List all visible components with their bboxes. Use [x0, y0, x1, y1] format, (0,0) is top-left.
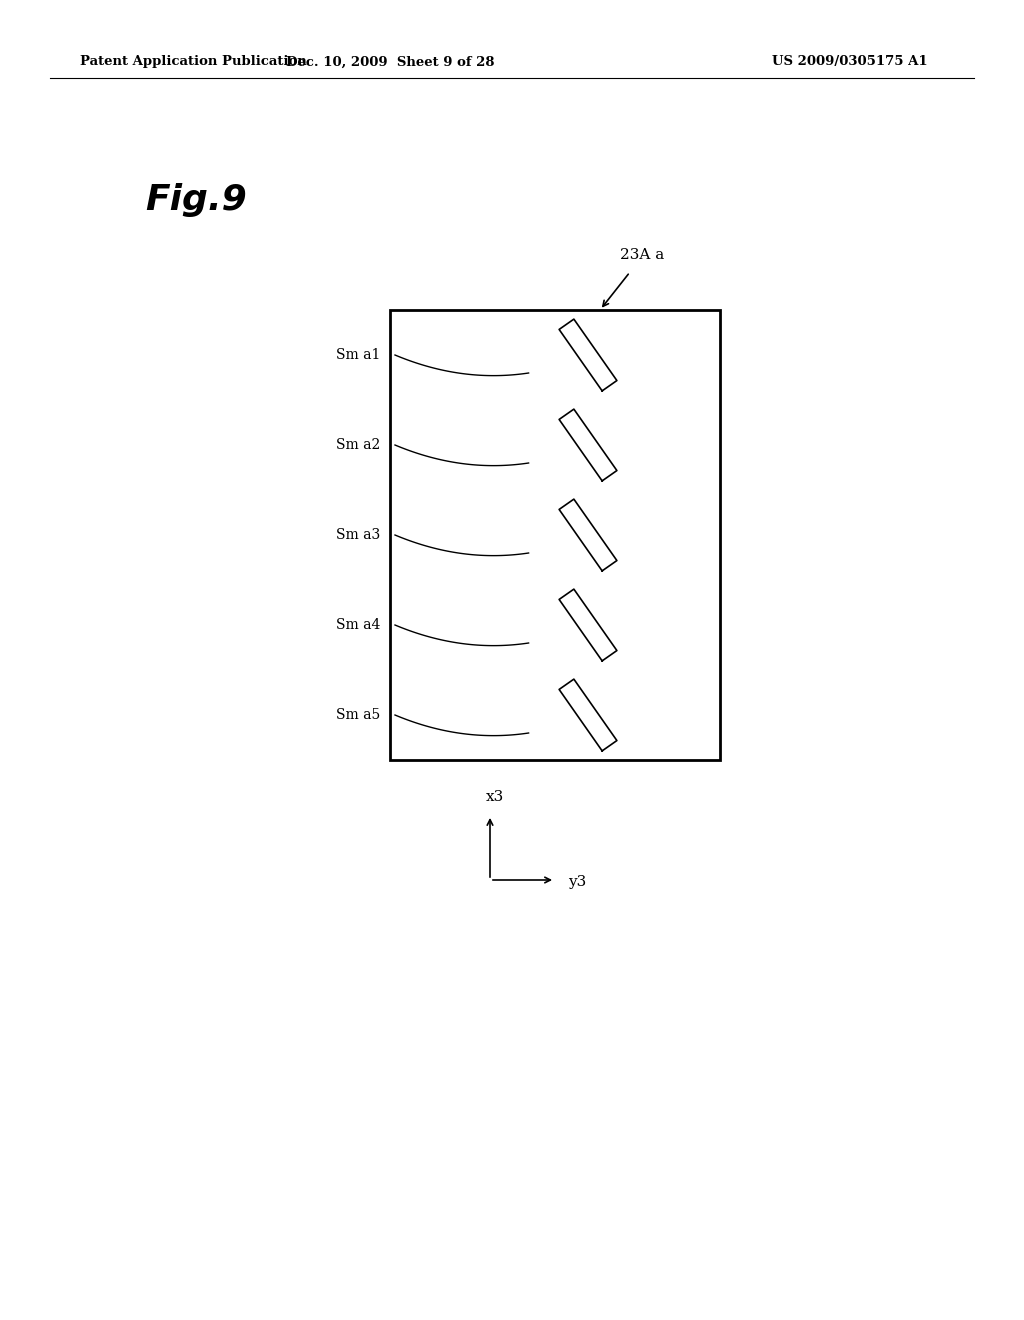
- Polygon shape: [559, 409, 616, 480]
- Polygon shape: [559, 499, 616, 570]
- Text: Dec. 10, 2009  Sheet 9 of 28: Dec. 10, 2009 Sheet 9 of 28: [286, 55, 495, 69]
- Bar: [390, 310, 720, 760]
- Text: Patent Application Publication: Patent Application Publication: [80, 55, 307, 69]
- Text: x3: x3: [485, 789, 504, 804]
- Text: Sm a1: Sm a1: [336, 348, 380, 362]
- Text: y3: y3: [568, 875, 586, 888]
- Text: US 2009/0305175 A1: US 2009/0305175 A1: [772, 55, 928, 69]
- Polygon shape: [559, 678, 616, 751]
- Text: Sm a4: Sm a4: [336, 618, 380, 632]
- Text: Sm a2: Sm a2: [336, 438, 380, 451]
- Polygon shape: [559, 589, 616, 661]
- Text: Sm a3: Sm a3: [336, 528, 380, 543]
- Text: 23A a: 23A a: [620, 248, 665, 261]
- Text: Fig.9: Fig.9: [145, 183, 247, 216]
- Polygon shape: [559, 319, 616, 391]
- Text: Sm a5: Sm a5: [336, 708, 380, 722]
